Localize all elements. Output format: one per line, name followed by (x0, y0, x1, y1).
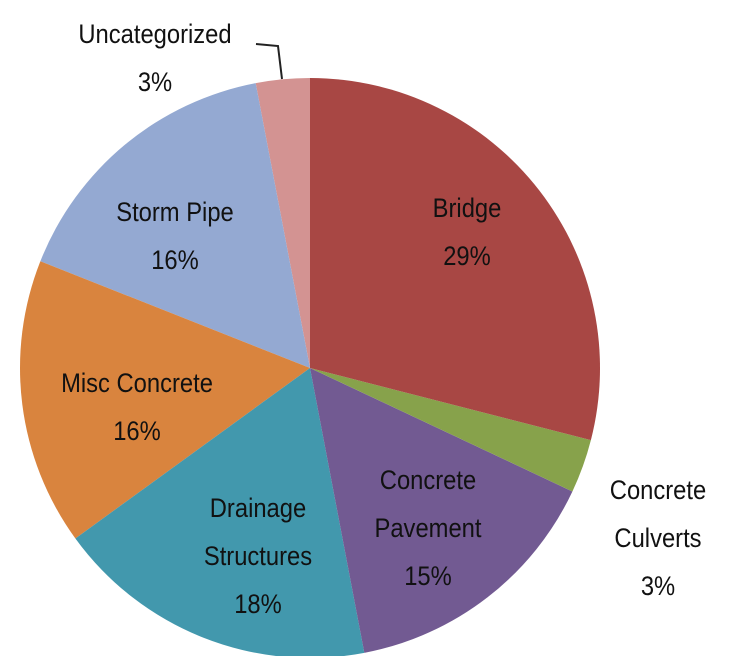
category-name: Misc Concrete (61, 368, 213, 398)
pie-slice (310, 368, 573, 653)
percent-label: 16% (151, 245, 199, 275)
category-name: Uncategorized (78, 19, 232, 49)
slice-label: Concrete Pavement 15% (362, 456, 494, 600)
slice-label: Bridge 29% (379, 184, 555, 280)
percent-label: 15% (404, 561, 452, 591)
slice-label: Uncategorized 3% (49, 10, 260, 106)
category-name: Storm Pipe (116, 197, 234, 227)
percent-label: 29% (443, 241, 491, 271)
slice-label: Drainage Structures 18% (183, 484, 333, 628)
category-name: Concrete Pavement (374, 465, 482, 543)
category-name: Concrete Culverts (609, 475, 707, 553)
pie-slice (255, 78, 310, 368)
leader-line (255, 43, 283, 80)
slice-label: Misc Concrete 16% (31, 359, 242, 455)
percent-label: 3% (137, 67, 173, 97)
pie-slice (310, 368, 591, 492)
percent-label: 3% (640, 571, 676, 601)
pie-slice (75, 368, 365, 656)
percent-label: 18% (234, 589, 282, 619)
pie-slice (19, 261, 310, 539)
percent-label: 16% (113, 416, 161, 446)
slice-label: Concrete Culverts 3% (596, 466, 719, 610)
category-name: Drainage Structures (203, 493, 313, 571)
pie-slice (40, 83, 311, 369)
pie-slice (310, 78, 600, 441)
slice-label: Storm Pipe 16% (78, 188, 272, 284)
category-name: Bridge (432, 193, 502, 223)
